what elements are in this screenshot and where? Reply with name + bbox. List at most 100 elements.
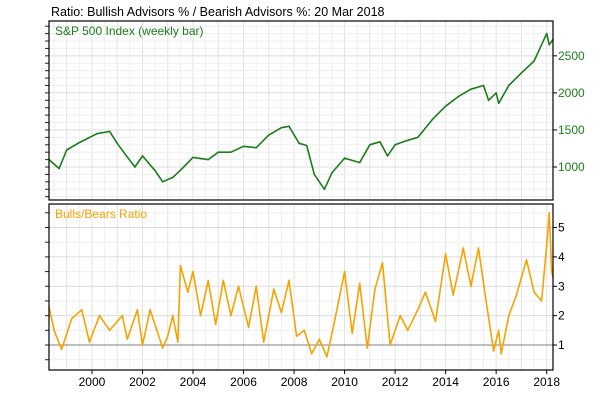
data-point: [406, 139, 409, 142]
x-tick-label: 2010: [331, 375, 358, 389]
data-point: [313, 173, 316, 176]
data-point: [351, 332, 353, 335]
sp500-panel: 1000 1500 2000 2500: [45, 20, 585, 201]
data-point: [358, 282, 361, 285]
data-point: [374, 288, 376, 291]
data-point: [520, 72, 523, 74]
data-point: [353, 160, 356, 162]
data-point: [81, 308, 83, 311]
data-point: [323, 188, 326, 191]
x-tick-label: 2012: [382, 375, 409, 389]
data-point: [192, 270, 194, 273]
data-point: [444, 105, 447, 108]
data-point: [199, 314, 202, 317]
data-point: [550, 270, 553, 273]
data-point: [452, 294, 455, 296]
x-tick-label: 2002: [129, 375, 156, 389]
data-point: [545, 32, 548, 35]
data-point: [273, 288, 275, 291]
data-point: [470, 88, 472, 90]
data-point: [177, 341, 179, 343]
data-point: [247, 326, 250, 329]
data-point: [65, 149, 68, 151]
data-point: [222, 279, 225, 282]
data-point: [333, 320, 336, 323]
sp500-legend-label: S&P 500 Index (weekly bar): [55, 24, 204, 38]
data-point: [417, 136, 419, 139]
data-point: [417, 308, 419, 311]
data-point: [444, 253, 447, 255]
data-point: [141, 344, 144, 346]
x-tick-label: 2008: [281, 375, 308, 389]
data-point: [60, 348, 63, 351]
data-point: [288, 125, 290, 128]
data-point: [318, 338, 321, 340]
data-point: [182, 166, 184, 169]
data-point: [230, 151, 232, 153]
data-point: [116, 142, 119, 145]
data-point: [237, 285, 240, 288]
panel-frame: [48, 20, 554, 201]
y-tick-label: 1: [558, 338, 565, 352]
data-point: [358, 161, 361, 164]
x-tick-label: 2006: [230, 375, 257, 389]
data-point: [179, 264, 182, 267]
series-line: [48, 212, 554, 358]
data-point: [434, 320, 437, 323]
data-point: [242, 145, 245, 148]
data-point: [507, 84, 510, 87]
x-tick-label: 2014: [432, 375, 459, 389]
data-point: [70, 317, 73, 320]
data-point: [331, 172, 333, 174]
data-point: [533, 60, 535, 62]
data-point: [295, 335, 298, 338]
data-point: [303, 329, 305, 332]
data-point: [432, 118, 434, 120]
data-point: [386, 155, 389, 157]
data-point: [366, 347, 369, 349]
data-point: [343, 270, 346, 273]
data-point: [500, 353, 503, 355]
data-point: [470, 285, 472, 288]
x-tick-label: 2018: [533, 375, 560, 389]
data-point: [310, 353, 313, 355]
data-point: [134, 166, 136, 168]
data-point: [487, 99, 490, 102]
data-point: [497, 102, 500, 105]
data-point: [406, 329, 409, 332]
data-point: [88, 341, 91, 343]
data-point: [305, 144, 308, 147]
y-tick-label: 1500: [558, 123, 585, 137]
data-point: [187, 291, 189, 293]
data-point: [492, 350, 495, 352]
data-point: [192, 156, 194, 159]
data-point: [161, 347, 164, 349]
data-point: [98, 314, 101, 317]
data-point: [533, 291, 535, 293]
data-point: [477, 247, 480, 249]
data-point: [108, 130, 111, 133]
series-line: [48, 32, 554, 191]
data-point: [389, 344, 391, 346]
data-point: [369, 143, 371, 146]
data-point: [381, 261, 384, 264]
data-point: [255, 285, 257, 288]
data-point: [166, 335, 169, 338]
data-point: [379, 141, 381, 143]
data-point: [462, 247, 465, 249]
data-point: [507, 314, 510, 317]
data-point: [207, 279, 209, 282]
data-point: [515, 294, 518, 296]
data-point: [495, 92, 497, 94]
data-point: [217, 151, 220, 153]
data-point: [126, 338, 129, 340]
data-point: [280, 126, 283, 129]
data-point: [255, 146, 257, 149]
data-point: [525, 259, 528, 261]
data-point: [288, 279, 290, 282]
data-point: [394, 143, 396, 146]
data-point: [540, 300, 543, 302]
data-point: [58, 167, 60, 170]
data-point: [171, 176, 174, 179]
